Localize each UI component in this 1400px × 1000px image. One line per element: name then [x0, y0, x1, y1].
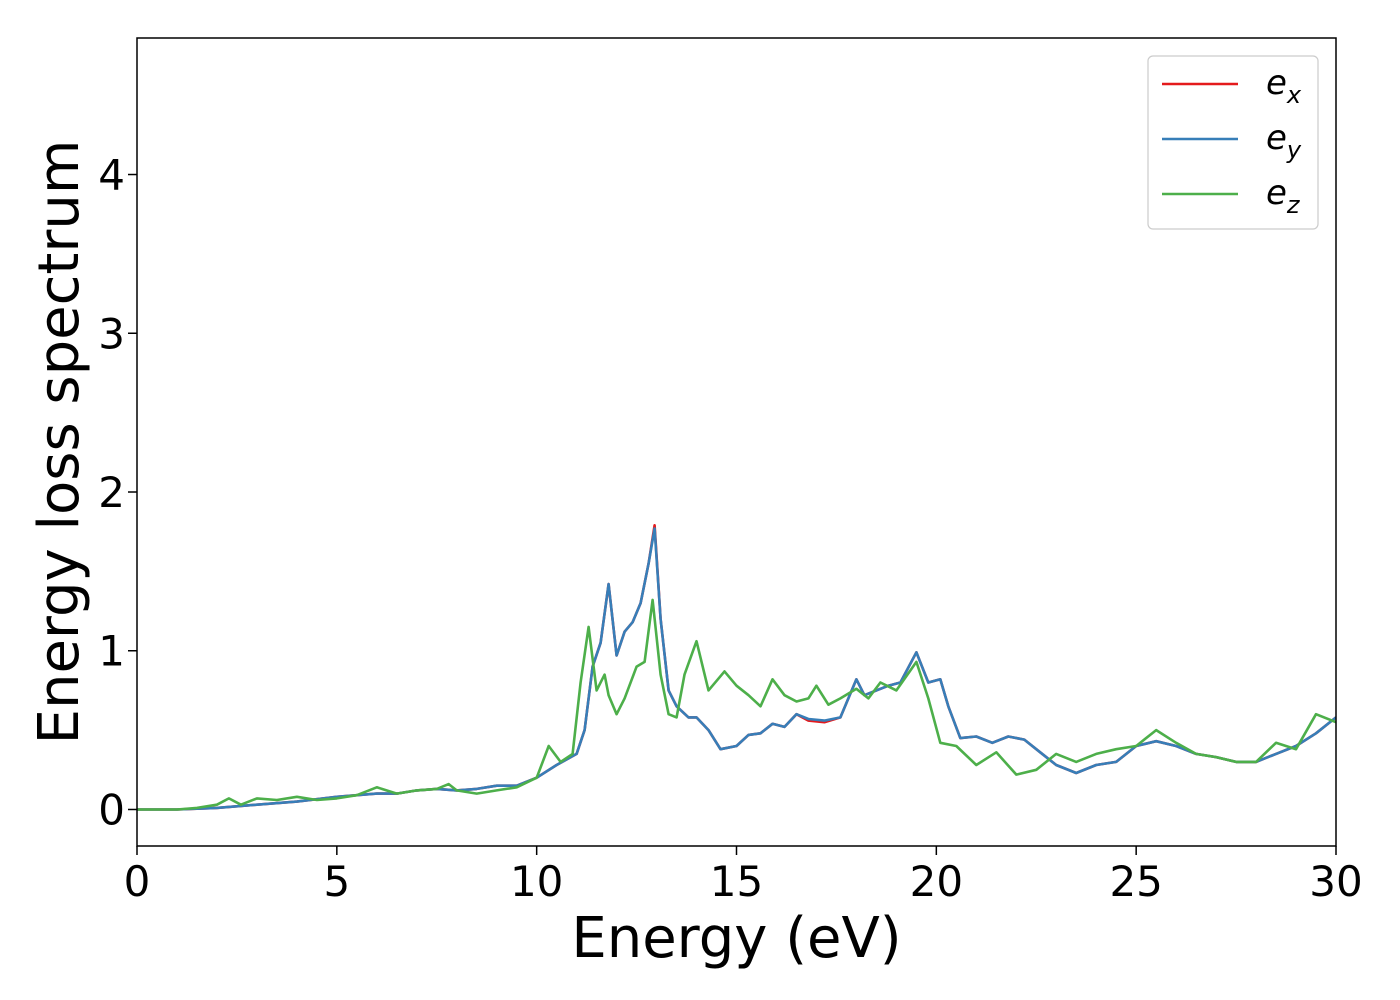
legend-label-subscript: z [1286, 191, 1301, 219]
legend-label-subscript: y [1286, 136, 1302, 164]
y-tick-label: 3 [98, 309, 125, 358]
x-tick-label: 15 [710, 857, 763, 906]
series-lines [137, 524, 1336, 811]
legend-label-base: e [1266, 118, 1287, 158]
legend-label-y: ey [1266, 118, 1302, 164]
x-tick-label: 5 [323, 857, 350, 906]
legend-label-z: ez [1266, 173, 1301, 219]
x-axis-ticks: 0 5 10 15 20 25 30 [124, 846, 1363, 906]
legend-label-x: ex [1266, 63, 1302, 109]
y-tick-label: 4 [98, 151, 125, 200]
x-tick-label: 30 [1309, 857, 1362, 906]
y-tick-label: 0 [98, 785, 125, 834]
x-tick-label: 20 [910, 857, 963, 906]
legend-label-base: e [1266, 173, 1287, 213]
x-tick-label: 0 [124, 857, 151, 906]
legend-box [1147, 55, 1319, 230]
y-axis-ticks: 0 1 2 3 4 [98, 151, 137, 834]
legend-label-subscript: x [1286, 81, 1302, 109]
y-tick-label: 2 [98, 468, 125, 517]
x-axis-title: Energy (eV) [571, 906, 901, 971]
x-tick-label: 10 [510, 857, 563, 906]
legend-label-base: e [1266, 63, 1287, 103]
series-line-z [137, 598, 1336, 811]
series-line-y [137, 527, 1336, 811]
y-tick-label: 1 [98, 627, 125, 676]
x-tick-label: 25 [1109, 857, 1162, 906]
y-axis-title: Energy loss spectrum [27, 140, 92, 745]
